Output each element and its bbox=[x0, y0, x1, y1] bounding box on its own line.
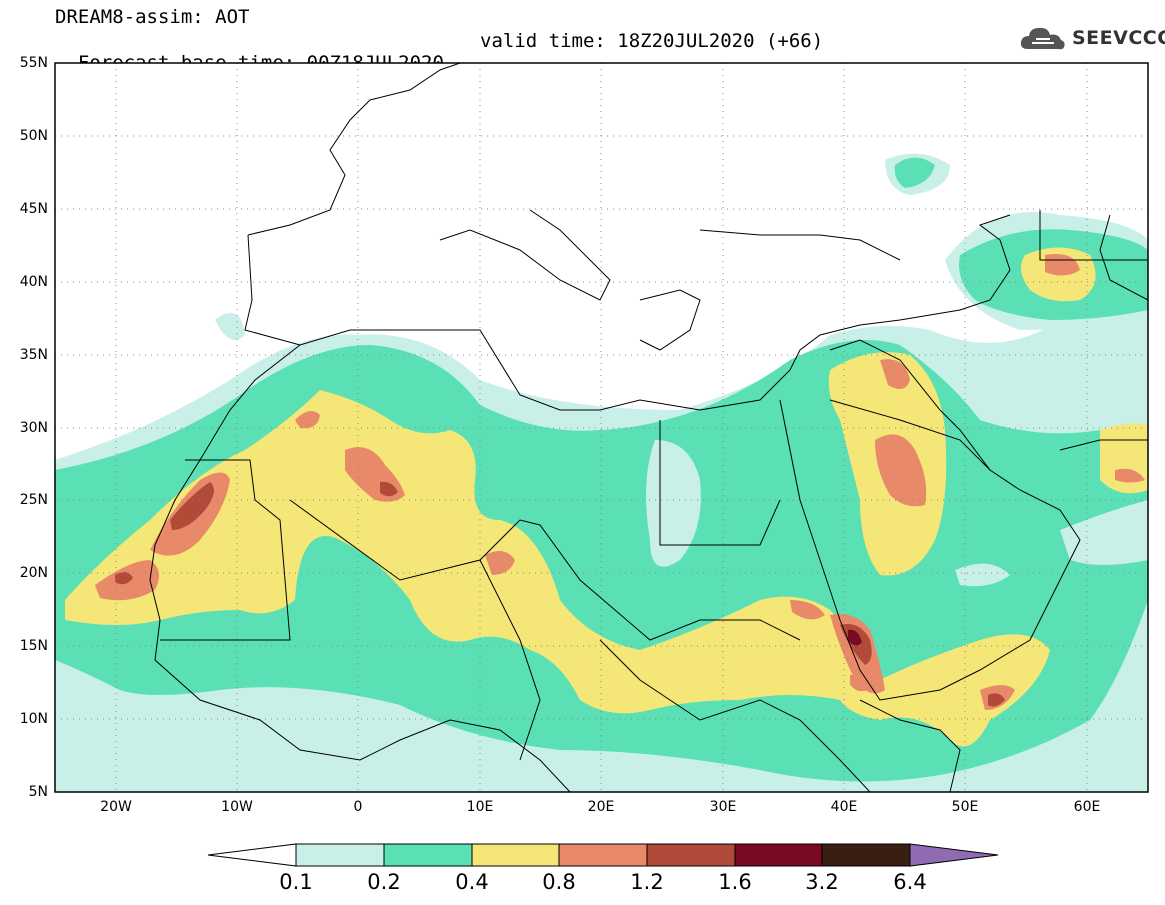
title-line-1: DREAM8-assim: AOT bbox=[55, 6, 250, 28]
colorbar-label-1.6: 1.6 bbox=[718, 870, 752, 894]
lat-label-35n: 35N bbox=[19, 347, 48, 363]
colorbar-over-arrow bbox=[909, 843, 999, 867]
colorbar-label-0.4: 0.4 bbox=[455, 870, 489, 894]
colorbar-label-3.2: 3.2 bbox=[805, 870, 839, 894]
lon-label-10e: 10E bbox=[466, 799, 494, 815]
lon-label-30e: 30E bbox=[709, 799, 737, 815]
coastlines-and-borders bbox=[149, 63, 1148, 792]
cloud-icon bbox=[1020, 27, 1065, 50]
lat-label-20n: 20N bbox=[19, 565, 48, 581]
aot-map bbox=[54, 62, 1149, 793]
map-frame bbox=[54, 62, 1149, 793]
lon-label-40e: 40E bbox=[830, 799, 858, 815]
colorbar-swatch-0 bbox=[295, 843, 385, 867]
logo-text: SEEVCCC bbox=[1072, 27, 1165, 49]
colorbar-label-0.2: 0.2 bbox=[367, 870, 401, 894]
lon-label-60e: 60E bbox=[1073, 799, 1101, 815]
lat-label-5n: 5N bbox=[28, 784, 48, 800]
lat-label-15n: 15N bbox=[19, 638, 48, 654]
colorbar-swatch-1 bbox=[383, 843, 473, 867]
lon-label-0: 0 bbox=[353, 799, 363, 815]
colorbar-label-6.4: 6.4 bbox=[893, 870, 927, 894]
lat-label-10n: 10N bbox=[19, 711, 48, 727]
lon-label-20w: 20W bbox=[100, 799, 132, 815]
colorbar-swatch-4 bbox=[646, 843, 736, 867]
graticule bbox=[55, 63, 1148, 792]
colorbar-swatch-6 bbox=[821, 843, 911, 867]
colorbar-swatch-5 bbox=[734, 843, 823, 867]
lon-label-20e: 20E bbox=[587, 799, 615, 815]
lat-label-40n: 40N bbox=[19, 274, 48, 290]
colorbar-under-arrow bbox=[207, 843, 297, 867]
lat-label-30n: 30N bbox=[19, 420, 48, 436]
colorbar bbox=[207, 843, 999, 867]
colorbar-label-1.2: 1.2 bbox=[630, 870, 664, 894]
valid-time: valid time: 18Z20JUL2020 (+66) bbox=[480, 30, 824, 52]
lat-label-50n: 50N bbox=[19, 128, 48, 144]
lon-label-10w: 10W bbox=[221, 799, 253, 815]
colorbar-label-0.8: 0.8 bbox=[542, 870, 576, 894]
lon-label-50e: 50E bbox=[951, 799, 979, 815]
lat-label-25n: 25N bbox=[19, 492, 48, 508]
lat-label-45n: 45N bbox=[19, 201, 48, 217]
aot-contours bbox=[55, 153, 1148, 792]
colorbar-swatch-3 bbox=[558, 843, 648, 867]
colorbar-swatch-2 bbox=[471, 843, 560, 867]
lat-label-55n: 55N bbox=[19, 55, 48, 71]
colorbar-label-0.1: 0.1 bbox=[279, 870, 313, 894]
seevccc-logo: SEEVCCC bbox=[1018, 22, 1165, 54]
aot-level-1.6-shading bbox=[848, 629, 862, 646]
